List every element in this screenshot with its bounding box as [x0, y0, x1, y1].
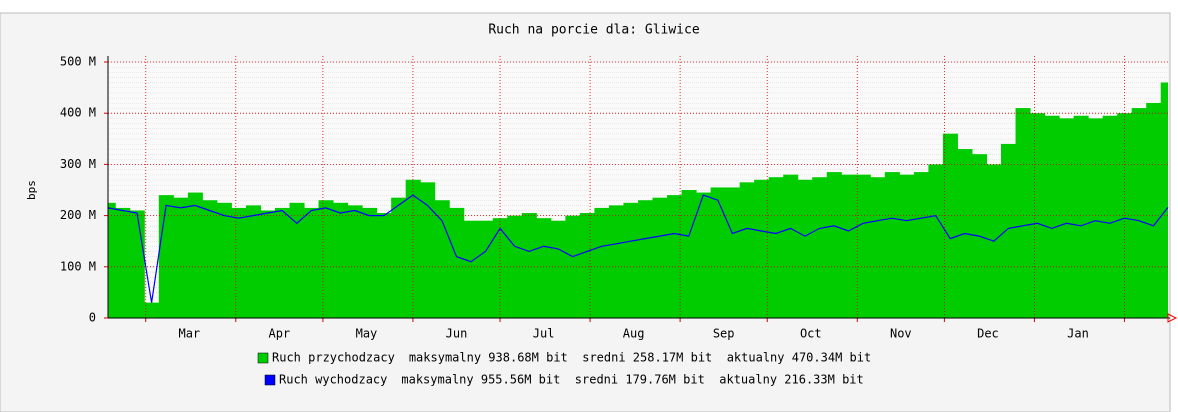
y-tick-label: 200 M [60, 208, 96, 222]
overlay [107, 56, 1169, 322]
area-bar [507, 215, 523, 318]
area-bar [1015, 108, 1031, 318]
area-bar [521, 213, 537, 318]
area-bar [216, 202, 232, 318]
x-tick-label: Sep [713, 327, 735, 341]
x-tick-label: Mar [178, 327, 200, 341]
area-bar [1160, 82, 1168, 318]
area-bar [129, 210, 145, 318]
area-bar [362, 207, 378, 318]
area-bar [1044, 115, 1060, 318]
line [107, 194, 1169, 303]
x-tick-label: May [356, 327, 378, 341]
area-bar [1146, 102, 1162, 318]
area-bar [579, 213, 595, 318]
area-bar [245, 205, 261, 318]
area-bar [550, 220, 566, 318]
area-bar [463, 220, 479, 318]
x-tick-label: Jul [533, 327, 555, 341]
area-bar [304, 207, 320, 318]
area-bar [608, 205, 624, 318]
y-tick-label: 500 M [60, 55, 96, 69]
area-bar [144, 302, 160, 318]
area-bar [812, 177, 828, 318]
area-bar [565, 215, 581, 318]
area-bar [187, 192, 203, 318]
area-bar [478, 220, 494, 318]
y-tick-label: 300 M [60, 157, 96, 171]
area-bar [1088, 118, 1104, 318]
area-bar [158, 195, 174, 318]
x-tick-label: Dec [977, 327, 999, 341]
area-bar [594, 207, 610, 318]
area-bar [826, 172, 842, 318]
area-bar [870, 177, 886, 318]
x-tick-label: Oct [800, 327, 822, 341]
area-bar [768, 177, 784, 318]
area-bar [274, 207, 291, 318]
area-bar [115, 207, 131, 318]
legend-stats: maksymalny 938.68M bit sredni 258.17M bi… [409, 351, 871, 365]
area-bar [797, 179, 813, 318]
area-bar [899, 174, 915, 318]
area-bar [173, 197, 189, 318]
area-bar [333, 202, 349, 318]
area-bar [434, 200, 450, 318]
area-bar [1059, 118, 1075, 318]
x-tick-label: Aug [623, 327, 645, 341]
area-bar [391, 197, 407, 318]
legend-stats: maksymalny 955.56M bit sredni 179.76M bi… [401, 373, 863, 387]
area-bar [884, 172, 900, 318]
y-tick-label: 0 [89, 311, 96, 325]
legend-swatch [257, 352, 269, 364]
area-bar [696, 192, 712, 318]
area-bar [1001, 143, 1017, 318]
area-bar [681, 190, 697, 318]
area-bar [913, 172, 929, 318]
area-bar [928, 164, 944, 318]
x-tick-label: Jun [446, 327, 468, 341]
area-bar [638, 200, 654, 318]
area-bar [754, 179, 770, 318]
area-bar [347, 205, 363, 318]
area-bar [231, 207, 247, 318]
area-bar [449, 207, 465, 318]
legend-swatch [264, 374, 276, 386]
area-bar [841, 174, 857, 318]
legend-label: Ruch wychodzacy [279, 373, 387, 387]
area-bar [739, 182, 755, 318]
area-bar [492, 218, 508, 318]
area-bar [318, 200, 334, 318]
axis-arrow [1167, 313, 1178, 323]
x-tick-label: Apr [268, 327, 290, 341]
area-bar [725, 187, 741, 318]
area-bar [260, 210, 276, 318]
area-bar [289, 202, 305, 318]
x-tick-label: Jan [1067, 327, 1089, 341]
chart-title: Ruch na porcie dla: Gliwice [488, 23, 699, 38]
area-bar [376, 213, 392, 318]
area-bar [1102, 115, 1118, 318]
y-tick-label: 100 M [60, 259, 96, 273]
area-bar [420, 182, 436, 318]
y-axis-label: bps [25, 180, 38, 200]
area-bar [710, 187, 726, 318]
y-tick-label: 400 M [60, 106, 96, 120]
area-bar [202, 200, 218, 318]
area-bar [783, 174, 799, 318]
area-bar [942, 133, 958, 318]
legend-label: Ruch przychodzacy [272, 351, 395, 365]
x-tick-label: Nov [890, 327, 912, 341]
area-bar [855, 174, 871, 318]
area-bar [536, 218, 552, 318]
area-bar [1073, 115, 1089, 318]
area-bar [108, 202, 116, 318]
area-bar [623, 202, 639, 318]
area-bar [667, 195, 683, 318]
area-bar [1131, 108, 1147, 318]
area-bar [652, 197, 668, 318]
